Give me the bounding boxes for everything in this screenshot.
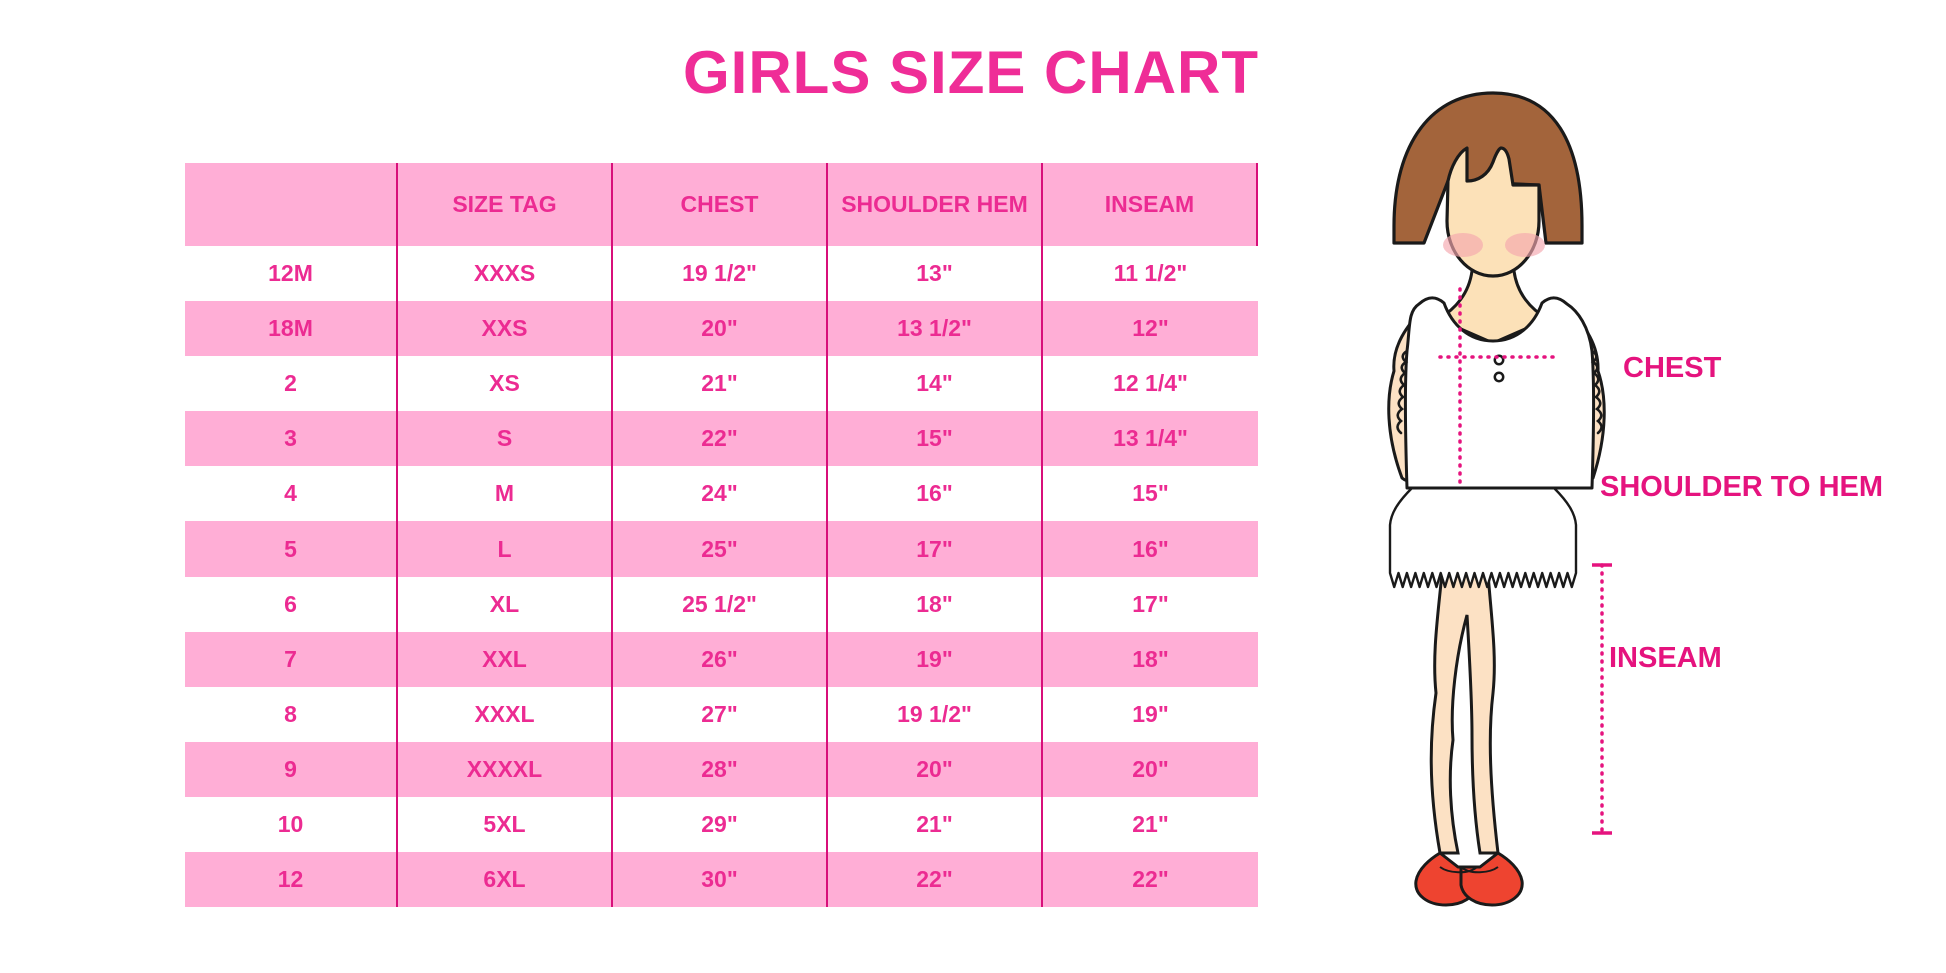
svg-text:INSEAM: INSEAM (1609, 642, 1722, 674)
svg-text:CHEST: CHEST (1623, 352, 1722, 384)
svg-text:SHOULDER TO HEM: SHOULDER TO HEM (1600, 471, 1883, 503)
